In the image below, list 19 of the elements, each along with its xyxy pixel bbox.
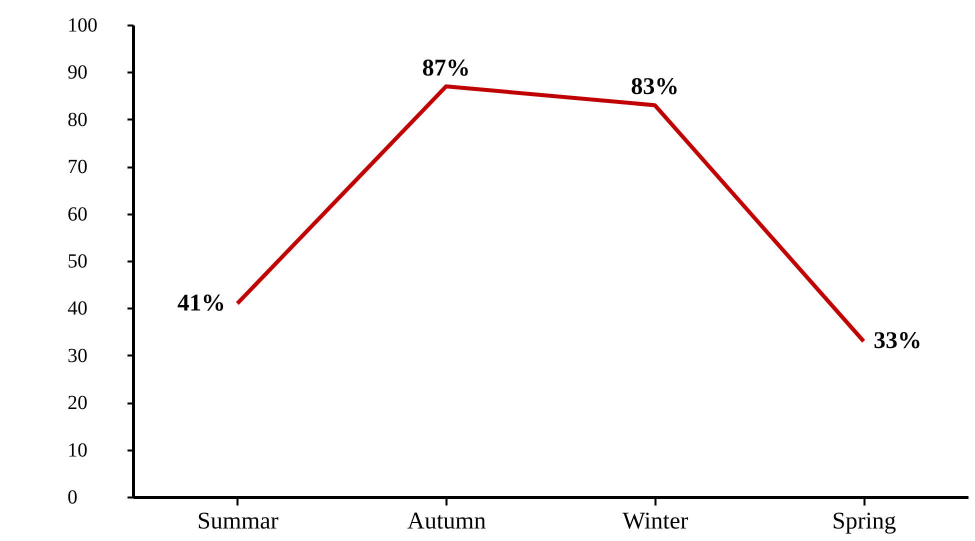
- x-tick-label: Spring: [832, 508, 896, 534]
- data-label: 83%: [630, 74, 679, 100]
- y-tick-label: 10: [68, 439, 88, 462]
- y-tick-label: 100: [68, 14, 98, 36]
- x-tick-label: Summar: [197, 508, 279, 534]
- x-tick-label: Winter: [622, 508, 688, 534]
- y-tick-label: 50: [68, 250, 88, 272]
- y-tick-label: 0: [68, 486, 78, 508]
- data-label: 33%: [874, 328, 922, 354]
- y-tick-label: 80: [68, 108, 88, 131]
- y-tick-label: 40: [68, 298, 88, 320]
- y-tick-label: 60: [68, 203, 88, 226]
- y-tick-label: 90: [68, 62, 88, 84]
- x-tick-label: Autumn: [407, 508, 486, 534]
- y-tick-label: 30: [68, 344, 88, 367]
- data-label: 87%: [422, 55, 470, 82]
- data-label: 41%: [177, 290, 226, 316]
- y-tick-label: 70: [68, 156, 88, 178]
- y-tick-label: 20: [68, 392, 88, 414]
